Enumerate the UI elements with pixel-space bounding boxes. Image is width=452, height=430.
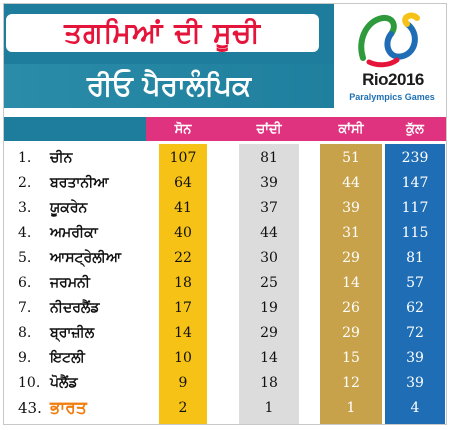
silver-count: 1 — [264, 400, 274, 416]
bronze-column-band — [320, 144, 382, 424]
bronze-count: 29 — [342, 325, 360, 341]
total-count: 39 — [406, 375, 424, 391]
country-name: ਇਟਲੀ — [50, 350, 85, 366]
title-box: ਤਗਮਿਆਂ ਦੀ ਸੂਚੀ — [6, 14, 319, 52]
table-row: 10. ਪੋਲੈਂਡ 9 18 12 39 — [4, 371, 446, 396]
bronze-count: 26 — [342, 300, 360, 316]
subtitle-bar: ਰੀਓ ਪੈਰਾਲੰਪਿਕ — [4, 64, 334, 108]
bronze-count: 44 — [342, 175, 360, 191]
silver-count: 18 — [260, 375, 278, 391]
page-subtitle: ਰੀਓ ਪੈਰਾਲੰਪਿਕ — [86, 69, 252, 102]
page-title: ਤਗਮਿਆਂ ਦੀ ਸੂਚੀ — [64, 16, 261, 49]
header: ਤਗਮਿਆਂ ਦੀ ਸੂਚੀ ਰੀਓ ਪੈਰਾਲੰਪਿਕ Rio2016 Par… — [4, 4, 446, 112]
country-name: ਨੀਦਰਲੈਂਡ — [50, 300, 100, 316]
silver-count: 44 — [260, 225, 278, 241]
col-header-gold: ਸੋਨ — [174, 121, 192, 137]
bronze-count: 12 — [342, 375, 360, 391]
gold-count: 18 — [174, 275, 192, 291]
country-name: ਆਸਟ੍ਰੇਲੀਆ — [50, 250, 122, 266]
rank-label: 43. — [18, 399, 42, 417]
table-row: 9. ਇਟਲੀ 10 14 15 39 — [4, 346, 446, 371]
col-header-total: ਕੁੱਲ — [406, 121, 424, 137]
bronze-count: 39 — [342, 200, 360, 216]
country-name: ਚੀਨ — [50, 150, 73, 166]
bronze-count: 1 — [346, 400, 356, 416]
logo-word-digits: 2016 — [388, 70, 424, 89]
total-count: 39 — [406, 350, 424, 366]
rank-label: 6. — [18, 275, 32, 291]
table-row: 2. ਬਰਤਾਨੀਆ 64 39 44 147 — [4, 171, 446, 196]
total-count: 81 — [406, 250, 424, 266]
total-column-band — [385, 144, 445, 424]
rank-label: 2. — [18, 175, 32, 191]
gold-count: 17 — [174, 300, 192, 316]
rio-2016-paralympics-logo: Rio2016 Paralympics Games — [337, 8, 443, 108]
total-count: 115 — [401, 225, 429, 241]
silver-count: 25 — [260, 275, 278, 291]
col-header-silver: ਚਾਂਦੀ — [256, 121, 282, 137]
country-name: ਯੂਕਰੇਨ — [50, 200, 88, 216]
rank-label: 10. — [18, 375, 41, 391]
rank-label: 3. — [18, 200, 32, 216]
gold-count: 41 — [174, 200, 192, 216]
country-name: ਬਰਤਾਨੀਆ — [50, 175, 109, 191]
gold-count: 9 — [178, 375, 188, 391]
silver-count: 30 — [260, 250, 278, 266]
rank-label: 8. — [18, 325, 32, 341]
gold-count: 107 — [169, 150, 197, 166]
medal-table-card: ਤਗਮਿਆਂ ਦੀ ਸੂਚੀ ਰੀਓ ਪੈਰਾਲੰਪਿਕ Rio2016 Par… — [3, 3, 447, 425]
total-count: 117 — [401, 200, 429, 216]
silver-count: 29 — [260, 325, 278, 341]
silver-count: 39 — [260, 175, 278, 191]
rank-label: 9. — [18, 350, 32, 366]
gold-count: 2 — [178, 400, 188, 416]
total-count: 147 — [401, 175, 429, 191]
total-count: 62 — [406, 300, 424, 316]
col-header-bronze: ਕਾਂਸੀ — [338, 121, 364, 137]
rank-label: 1. — [18, 150, 32, 166]
country-name: ਜਰਮਨੀ — [50, 275, 90, 291]
rank-label: 5. — [18, 250, 32, 266]
rank-label: 4. — [18, 225, 32, 241]
table-row: 1. ਚੀਨ 107 81 51 239 — [4, 146, 446, 171]
silver-count: 14 — [260, 350, 278, 366]
country-name: ਅਮਰੀਕਾ — [50, 225, 98, 241]
total-count: 72 — [406, 325, 424, 341]
silver-count: 19 — [260, 300, 278, 316]
table-row: 5. ਆਸਟ੍ਰੇਲੀਆ 22 30 29 81 — [4, 246, 446, 271]
gold-count: 10 — [174, 350, 192, 366]
table-row: 7. ਨੀਦਰਲੈਂਡ 17 19 26 62 — [4, 296, 446, 321]
bronze-count: 51 — [342, 150, 360, 166]
total-count: 57 — [406, 275, 424, 291]
logo-subtitle: Paralympics Games — [349, 92, 435, 102]
silver-count: 37 — [260, 200, 278, 216]
country-name: ਪੋਲੈਂਡ — [50, 375, 78, 391]
paralympics-emblem-icon — [358, 12, 420, 68]
silver-count: 81 — [260, 150, 278, 166]
gold-count: 22 — [174, 250, 192, 266]
gold-column-band — [159, 144, 207, 424]
table-row: 8. ਬ੍ਰਾਜ਼ੀਲ 14 29 29 72 — [4, 321, 446, 346]
rank-label: 7. — [18, 300, 32, 316]
country-name: ਭਾਰਤ — [50, 398, 87, 418]
total-count: 239 — [401, 150, 429, 166]
silver-column-band — [239, 144, 299, 424]
gold-count: 14 — [174, 325, 192, 341]
table-row: 43. ਭਾਰਤ 2 1 1 4 — [4, 396, 446, 421]
gold-count: 40 — [174, 225, 192, 241]
bronze-count: 31 — [342, 225, 360, 241]
gold-count: 64 — [174, 175, 192, 191]
bronze-count: 15 — [342, 350, 360, 366]
bronze-count: 29 — [342, 250, 360, 266]
table-row: 6. ਜਰਮਨੀ 18 25 14 57 — [4, 271, 446, 296]
country-name: ਬ੍ਰਾਜ਼ੀਲ — [50, 325, 95, 341]
bronze-count: 14 — [342, 275, 360, 291]
table-row: 4. ਅਮਰੀਕਾ 40 44 31 115 — [4, 221, 446, 246]
total-count: 4 — [410, 400, 420, 416]
table-row: 3. ਯੂਕਰੇਨ 41 37 39 117 — [4, 196, 446, 221]
logo-wordmark: Rio2016 — [345, 70, 441, 90]
column-header-pink — [146, 117, 446, 141]
logo-word-prefix: Rio — [362, 70, 389, 89]
